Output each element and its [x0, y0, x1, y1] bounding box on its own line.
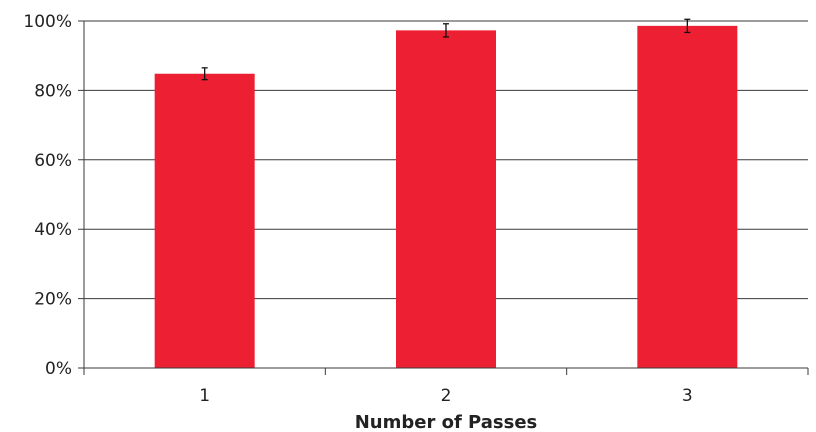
axes	[78, 21, 809, 375]
x-tick-label: 2	[441, 386, 452, 406]
error-bar	[201, 67, 208, 81]
error-bar	[684, 18, 691, 34]
y-tick-label: 60%	[34, 151, 72, 171]
y-tick-label: 0%	[45, 359, 72, 379]
bars	[154, 25, 738, 369]
error-bar	[443, 23, 449, 38]
y-tick-label: 20%	[34, 290, 72, 310]
x-tick-label: 1	[199, 386, 210, 406]
error-bars	[201, 18, 691, 81]
y-tick-label: 100%	[23, 12, 72, 32]
y-tick-label: 80%	[34, 81, 72, 101]
y-tick-label: 40%	[34, 220, 72, 240]
x-axis-title: Number of Passes	[355, 412, 538, 432]
bar	[154, 73, 255, 368]
bar	[637, 25, 738, 368]
tick-labels: 0% 20% 40% 60% 80% 100% 1 2 3	[23, 12, 692, 406]
x-tick-label: 3	[682, 386, 693, 406]
bar	[396, 30, 496, 369]
